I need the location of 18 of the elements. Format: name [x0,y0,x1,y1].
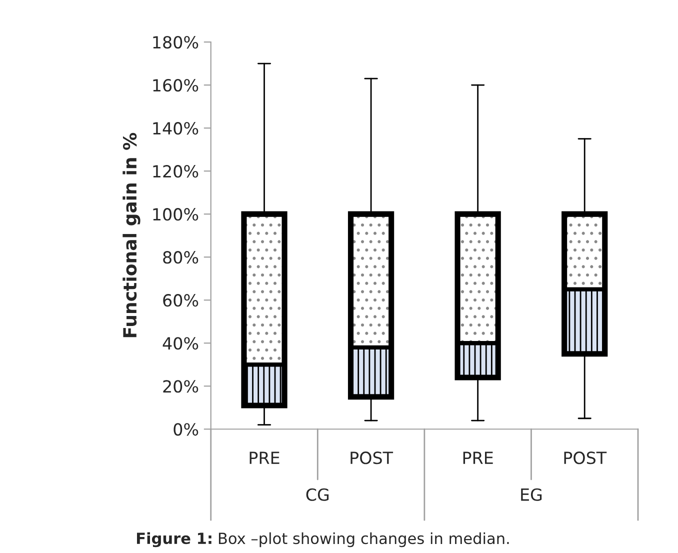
y-tick-label: 80% [163,251,198,264]
x-tick-label: POST [350,452,394,464]
y-tick-label: 120% [153,165,198,178]
y-tick-label: 160% [153,79,198,92]
caption: Figure 1: Box –plot showing changes in median. [137,532,509,548]
y-tick-label: 140% [153,122,198,135]
y-tick-label: 0% [174,423,198,436]
y-tick-label: 40% [162,337,198,350]
y-tick-label: 100% [153,208,198,221]
text: CG [306,488,329,501]
y-tick-label: 60% [163,294,198,307]
y-axis-title: Functional gain in % [122,132,140,338]
y-tick-label: 180% [153,36,198,49]
x-tick-label: POST [564,452,607,464]
x-tick-label: PRE [250,452,280,464]
y-tick-label: 20% [163,380,198,393]
x-tick-label: PRE [463,452,493,464]
text: EG [521,488,542,501]
